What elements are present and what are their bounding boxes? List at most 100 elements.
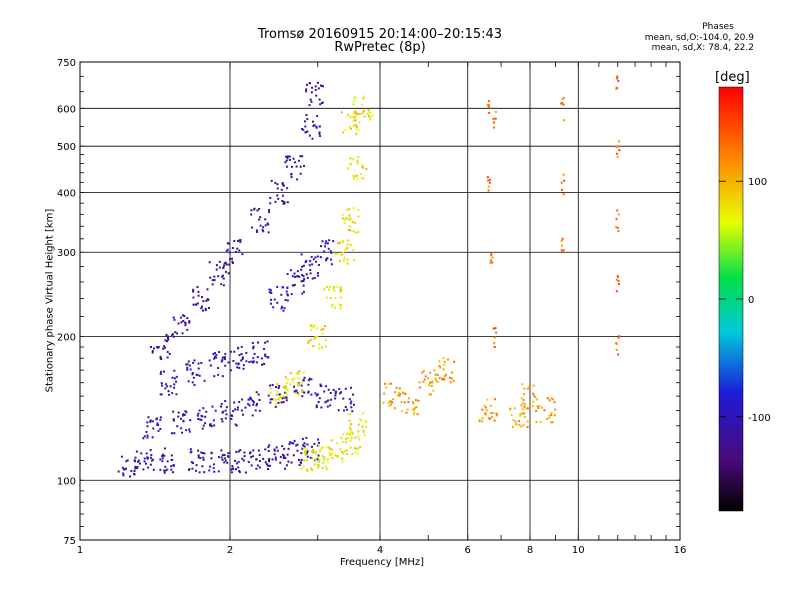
data-point	[256, 464, 259, 467]
data-point	[269, 196, 272, 199]
data-point	[384, 382, 387, 385]
data-point	[171, 471, 174, 474]
data-point	[221, 274, 224, 277]
data-point	[213, 357, 216, 360]
data-point	[172, 418, 175, 421]
data-point	[177, 415, 180, 418]
data-point	[299, 461, 302, 464]
data-point	[352, 432, 355, 435]
data-point	[355, 447, 358, 450]
data-point	[514, 420, 517, 423]
data-point	[304, 452, 307, 455]
data-point	[433, 369, 436, 372]
data-point	[347, 219, 350, 222]
data-point	[316, 81, 319, 84]
data-point	[311, 120, 314, 123]
data-point	[187, 380, 190, 383]
data-point	[532, 392, 535, 395]
data-point	[225, 263, 228, 266]
data-point	[350, 430, 353, 433]
data-point	[325, 446, 328, 449]
data-point	[294, 161, 297, 164]
data-point	[349, 423, 352, 426]
data-point	[339, 296, 342, 299]
data-point	[306, 468, 309, 471]
data-point	[323, 288, 326, 291]
data-point	[563, 179, 566, 182]
data-point	[443, 363, 446, 366]
data-point	[223, 356, 226, 359]
data-point	[159, 468, 162, 471]
data-point	[336, 252, 339, 255]
data-point	[130, 470, 133, 473]
data-point	[201, 465, 204, 468]
data-point	[296, 372, 299, 375]
data-point	[247, 461, 250, 464]
data-point	[382, 401, 385, 404]
data-point	[275, 446, 278, 449]
data-point	[208, 469, 211, 472]
data-point	[355, 112, 358, 115]
data-point	[487, 104, 490, 107]
y-tick-label: 75	[63, 536, 76, 547]
data-point	[287, 460, 290, 463]
data-point	[431, 380, 434, 383]
data-point	[401, 410, 404, 413]
data-point	[273, 298, 276, 301]
data-point	[330, 251, 333, 254]
data-point	[354, 115, 357, 118]
data-point	[250, 360, 253, 363]
data-point	[339, 448, 342, 451]
data-point	[250, 464, 253, 467]
data-point	[267, 468, 270, 471]
data-point	[296, 178, 299, 181]
data-point	[235, 462, 238, 465]
data-point	[362, 177, 365, 180]
data-point	[562, 96, 565, 99]
data-point	[449, 376, 452, 379]
data-point	[355, 110, 358, 113]
data-point	[281, 397, 284, 400]
data-point	[398, 392, 401, 395]
data-point	[301, 447, 304, 450]
data-point	[329, 439, 332, 442]
data-point	[314, 88, 317, 91]
data-point	[168, 393, 171, 396]
data-point	[188, 468, 191, 471]
data-point	[239, 241, 242, 244]
data-point	[346, 263, 349, 266]
data-point	[188, 320, 191, 323]
data-point	[278, 396, 281, 399]
data-point	[257, 449, 260, 452]
data-point	[305, 88, 308, 91]
data-point	[302, 284, 305, 287]
data-point	[346, 433, 349, 436]
data-point	[182, 314, 185, 317]
data-point	[269, 289, 272, 292]
data-point	[332, 288, 335, 291]
data-point	[357, 423, 360, 426]
data-point	[195, 303, 198, 306]
data-point	[235, 362, 238, 365]
data-point	[166, 460, 169, 463]
data-point	[553, 401, 556, 404]
data-point	[260, 357, 263, 360]
data-point	[281, 305, 284, 308]
data-point	[334, 394, 337, 397]
data-point	[258, 207, 261, 210]
data-point	[525, 407, 528, 410]
data-point	[283, 447, 286, 450]
data-point	[615, 278, 618, 281]
data-point	[157, 345, 160, 348]
data-point	[361, 112, 364, 115]
data-point	[301, 274, 304, 277]
data-point	[356, 160, 359, 163]
data-point	[223, 262, 226, 265]
data-point	[339, 392, 342, 395]
data-point	[207, 307, 210, 310]
data-point	[255, 361, 258, 364]
data-point	[192, 290, 195, 293]
x-ticks: 1 2 4 6 8 10 16	[77, 62, 686, 556]
data-point	[351, 410, 354, 413]
data-point	[357, 435, 360, 438]
